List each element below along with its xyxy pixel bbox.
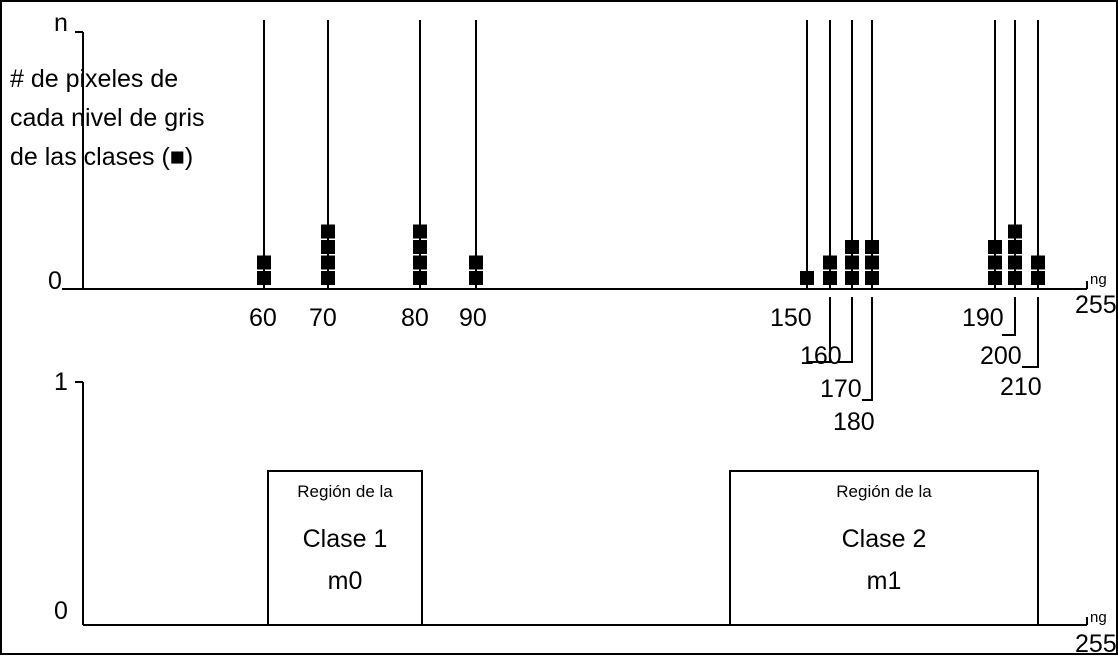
pixel-square-180 bbox=[865, 255, 879, 270]
leader-line-170 bbox=[837, 297, 853, 363]
region-group: Región de la Clase 1 m0 Región de la Clase 2… bbox=[267, 470, 1039, 626]
bar-level-label-160: 160 bbox=[800, 342, 842, 370]
pixel-square-70 bbox=[321, 224, 335, 239]
bar-level-label-70: 70 bbox=[309, 304, 337, 332]
bottom-y-zero-label: 0 bbox=[54, 597, 68, 625]
pixel-square-200 bbox=[1008, 271, 1022, 285]
pixel-square-200 bbox=[1008, 224, 1022, 239]
pixel-square-210 bbox=[1031, 255, 1045, 270]
leader-line-180 bbox=[862, 297, 873, 401]
region-mean-2: m1 bbox=[867, 567, 902, 595]
bar-level-label-150: 150 bbox=[770, 304, 812, 332]
bottom-y-top-label: 1 bbox=[54, 368, 68, 396]
region-box-1 bbox=[267, 470, 423, 626]
pixel-square-190 bbox=[988, 240, 1002, 254]
pixel-square-80 bbox=[413, 255, 427, 270]
bar-level-label-90: 90 bbox=[459, 304, 487, 332]
pixel-square-90 bbox=[469, 255, 483, 270]
region-class-name-1: Clase 1 bbox=[303, 525, 388, 553]
pixel-square-160 bbox=[823, 255, 837, 270]
bar-group bbox=[257, 20, 1045, 289]
pixel-square-180 bbox=[865, 271, 879, 285]
pixel-square-70 bbox=[321, 240, 335, 254]
bar-label-group: 60 70 80 90 150 160 170 180 190 200 210 bbox=[249, 297, 1042, 436]
bar-level-label-200: 200 bbox=[980, 342, 1022, 370]
pixel-square-80 bbox=[413, 240, 427, 254]
pixel-square-180 bbox=[865, 240, 879, 254]
bottom-x-max-label: 255 bbox=[1075, 630, 1117, 657]
y-caption-line-2: cada nivel de gris bbox=[10, 104, 205, 132]
y-caption-line-1: # de pixeles de bbox=[10, 65, 178, 93]
bar-level-label-210: 210 bbox=[1000, 373, 1042, 401]
bar-level-label-190: 190 bbox=[962, 304, 1004, 332]
region-mean-1: m0 bbox=[328, 567, 363, 595]
bar-level-label-180: 180 bbox=[833, 408, 875, 436]
pixel-square-170 bbox=[845, 240, 859, 254]
pixel-square-160 bbox=[823, 271, 837, 285]
pixel-square-80 bbox=[413, 224, 427, 239]
region-box-2 bbox=[729, 470, 1039, 626]
top-x-unit-label: ng bbox=[1090, 271, 1107, 288]
region-title-1: Región de la bbox=[297, 482, 393, 501]
pixel-square-190 bbox=[988, 271, 1002, 285]
pixel-square-60 bbox=[257, 255, 271, 270]
pixel-square-150 bbox=[800, 271, 814, 285]
pixel-square-60 bbox=[257, 271, 271, 285]
pixel-square-200 bbox=[1008, 240, 1022, 254]
leader-line-160 bbox=[807, 297, 831, 363]
pixel-square-190 bbox=[988, 255, 1002, 270]
region-class-name-2: Clase 2 bbox=[842, 525, 927, 553]
region-title-2: Región de la bbox=[836, 482, 932, 501]
bar-level-label-60: 60 bbox=[249, 304, 277, 332]
top-y-zero-label: 0 bbox=[48, 267, 62, 295]
bar-level-label-170: 170 bbox=[820, 375, 862, 403]
bottom-x-unit-label: ng bbox=[1090, 609, 1107, 626]
pixel-square-70 bbox=[321, 255, 335, 270]
top-y-top-label: n bbox=[54, 9, 68, 37]
pixel-square-170 bbox=[845, 271, 859, 285]
leader-line-200 bbox=[1002, 297, 1016, 336]
top-plot: n 0 # de pixeles de cada nivel de gris d… bbox=[10, 9, 1117, 436]
pixel-square-210 bbox=[1031, 271, 1045, 285]
leader-line-210 bbox=[1022, 297, 1039, 368]
pixel-square-200 bbox=[1008, 255, 1022, 270]
pixel-square-70 bbox=[321, 271, 335, 285]
bar-level-label-80: 80 bbox=[401, 304, 429, 332]
top-x-max-label: 255 bbox=[1075, 291, 1117, 319]
pixel-square-170 bbox=[845, 255, 859, 270]
pixel-square-80 bbox=[413, 271, 427, 285]
y-caption-line-3: de las clases (■) bbox=[10, 143, 193, 171]
pixel-square-90 bbox=[469, 271, 483, 285]
